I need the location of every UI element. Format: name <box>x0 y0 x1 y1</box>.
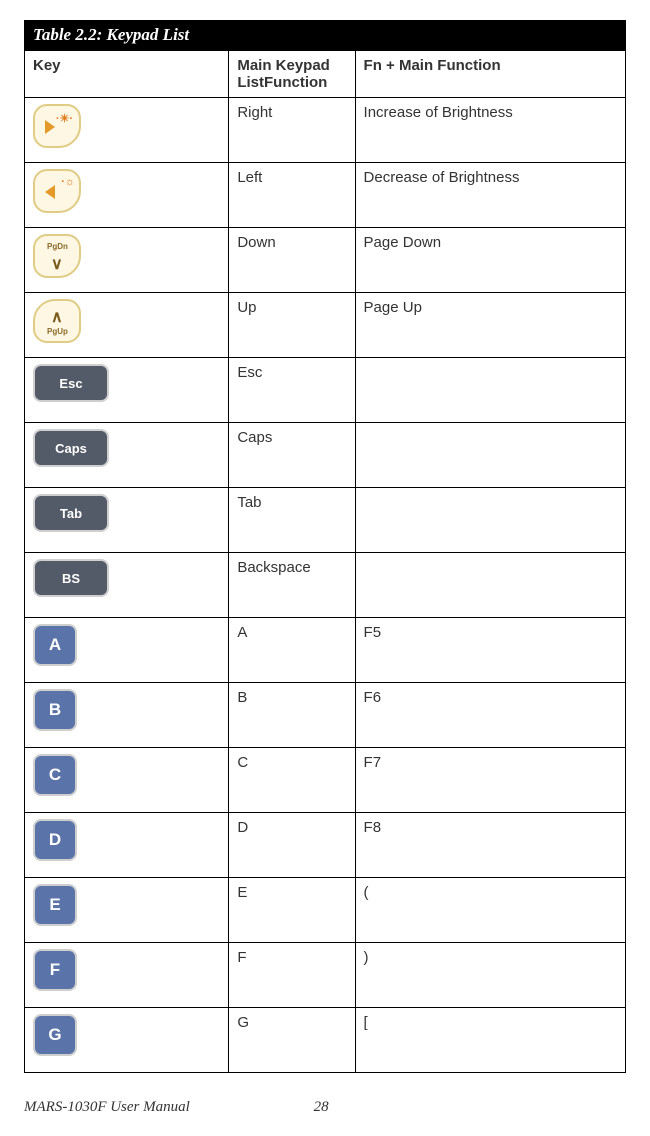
key-cell: E <box>25 878 229 943</box>
letter-b-key-icon: B <box>33 689 77 731</box>
key-cell: Tab <box>25 488 229 553</box>
col-fn: Fn + Main Function <box>355 51 625 98</box>
main-cell: Left <box>229 163 355 228</box>
table-header-row: Key Main Keypad ListFunction Fn + Main F… <box>25 51 626 98</box>
main-cell: Down <box>229 228 355 293</box>
fn-cell <box>355 553 625 618</box>
key-cell: C <box>25 748 229 813</box>
left-brightness-key-icon: ·☼ <box>33 169 81 213</box>
fn-cell: ( <box>355 878 625 943</box>
table-row: BBF6 <box>25 683 626 748</box>
table-row: F F) <box>25 943 626 1008</box>
main-cell: A <box>229 618 355 683</box>
letter-d-key-icon: D <box>33 819 77 861</box>
main-cell: F <box>229 943 355 1008</box>
fn-cell: Decrease of Brightness <box>355 163 625 228</box>
table-row: ∧PgUp UpPage Up <box>25 293 626 358</box>
col-key: Key <box>25 51 229 98</box>
key-cell: G <box>25 1008 229 1073</box>
main-cell: Backspace <box>229 553 355 618</box>
key-cell: ·☀· <box>25 98 229 163</box>
fn-cell <box>355 488 625 553</box>
page-number: 28 <box>314 1099 329 1116</box>
letter-c-key-icon: C <box>33 754 77 796</box>
main-cell: Up <box>229 293 355 358</box>
table-row: Esc Esc <box>25 358 626 423</box>
bs-key-icon: BS <box>33 559 109 597</box>
key-cell: Caps <box>25 423 229 488</box>
key-cell: D <box>25 813 229 878</box>
fn-cell: Increase of Brightness <box>355 98 625 163</box>
main-cell: D <box>229 813 355 878</box>
table-row: DDF8 <box>25 813 626 878</box>
main-cell: B <box>229 683 355 748</box>
key-cell: ∧PgUp <box>25 293 229 358</box>
pgup-key-icon: ∧PgUp <box>33 299 81 343</box>
col-main: Main Keypad ListFunction <box>229 51 355 98</box>
main-cell: Caps <box>229 423 355 488</box>
fn-cell: [ <box>355 1008 625 1073</box>
fn-cell <box>355 358 625 423</box>
caps-key-icon: Caps <box>33 429 109 467</box>
key-cell: PgDn∨ <box>25 228 229 293</box>
main-cell: Tab <box>229 488 355 553</box>
table-row: CCF7 <box>25 748 626 813</box>
key-cell: B <box>25 683 229 748</box>
fn-cell: F5 <box>355 618 625 683</box>
keypad-table: Key Main Keypad ListFunction Fn + Main F… <box>24 50 626 1073</box>
table-row: Tab Tab <box>25 488 626 553</box>
pgdn-key-icon: PgDn∨ <box>33 234 81 278</box>
key-cell: Esc <box>25 358 229 423</box>
fn-cell <box>355 423 625 488</box>
tab-key-icon: Tab <box>33 494 109 532</box>
letter-g-key-icon: G <box>33 1014 77 1056</box>
table-row: PgDn∨ DownPage Down <box>25 228 626 293</box>
table-title: Table 2.2: Keypad List <box>24 20 626 50</box>
table-row: ·☀· RightIncrease of Brightness <box>25 98 626 163</box>
key-cell: A <box>25 618 229 683</box>
letter-e-key-icon: E <box>33 884 77 926</box>
right-brightness-key-icon: ·☀· <box>33 104 81 148</box>
table-row: BS Backspace <box>25 553 626 618</box>
letter-a-key-icon: A <box>33 624 77 666</box>
fn-cell: F8 <box>355 813 625 878</box>
fn-cell: ) <box>355 943 625 1008</box>
main-cell: Right <box>229 98 355 163</box>
table-row: GG[ <box>25 1008 626 1073</box>
key-cell: BS <box>25 553 229 618</box>
table-row: Caps Caps <box>25 423 626 488</box>
fn-cell: F6 <box>355 683 625 748</box>
key-cell: ·☼ <box>25 163 229 228</box>
fn-cell: Page Down <box>355 228 625 293</box>
main-cell: E <box>229 878 355 943</box>
letter-f-key-icon: F <box>33 949 77 991</box>
main-cell: G <box>229 1008 355 1073</box>
table-row: ·☼ LeftDecrease of Brightness <box>25 163 626 228</box>
main-cell: Esc <box>229 358 355 423</box>
main-cell: C <box>229 748 355 813</box>
fn-cell: Page Up <box>355 293 625 358</box>
key-cell: F <box>25 943 229 1008</box>
manual-name: MARS-1030F User Manual <box>24 1099 190 1115</box>
esc-key-icon: Esc <box>33 364 109 402</box>
table-row: EE( <box>25 878 626 943</box>
fn-cell: F7 <box>355 748 625 813</box>
page-footer: MARS-1030F User Manual 28 <box>24 1099 626 1116</box>
table-row: AAF5 <box>25 618 626 683</box>
